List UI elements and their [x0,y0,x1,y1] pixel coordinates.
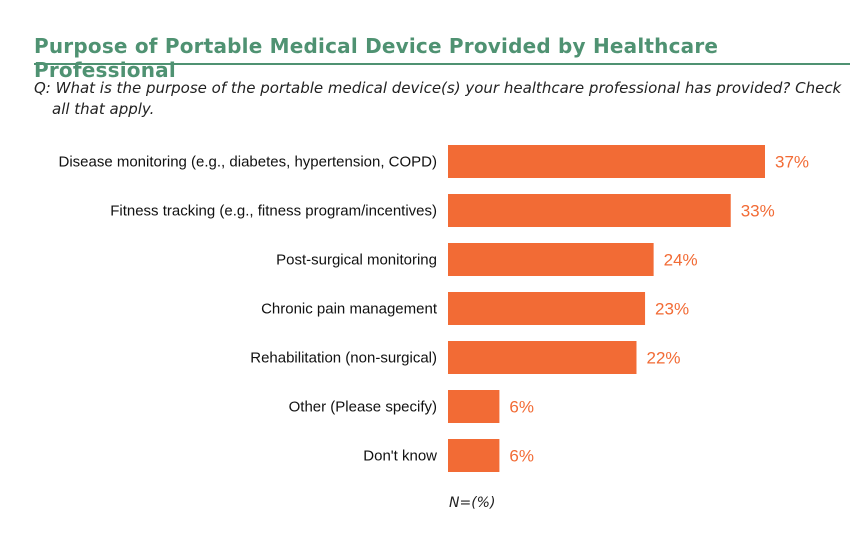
bars-group: Disease monitoring (e.g., diabetes, hype… [58,145,809,472]
category-label: Disease monitoring (e.g., diabetes, hype… [58,154,437,171]
value-label: 22% [646,349,680,368]
bar [448,390,500,423]
category-label: Other (Please specify) [289,399,437,416]
value-label: 37% [775,153,809,172]
value-label: 6% [509,447,534,466]
survey-question: Q: What is the purpose of the portable m… [34,79,842,118]
category-label: Post-surgical monitoring [276,252,437,269]
value-label: 23% [655,300,689,319]
title-underline [34,63,850,65]
bar [448,194,731,227]
value-label: 24% [664,251,698,270]
bar [448,145,765,178]
bar [448,341,637,374]
category-label: Chronic pain management [261,301,438,318]
value-label: 33% [741,202,775,221]
bar [448,243,654,276]
category-label: Fitness tracking (e.g., fitness program/… [110,203,437,220]
value-label: 6% [509,398,534,417]
sample-size-label: N=(%) [449,495,496,511]
category-label: Rehabilitation (non-surgical) [250,350,437,367]
chart-title: Purpose of Portable Medical Device Provi… [34,34,719,82]
bar [448,439,500,472]
category-label: Don't know [363,448,437,465]
bar [448,292,646,325]
